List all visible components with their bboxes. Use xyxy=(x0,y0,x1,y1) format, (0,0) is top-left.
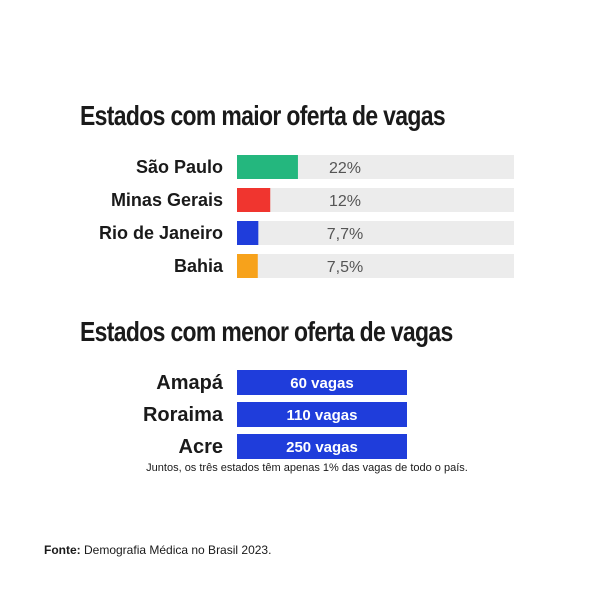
value-label: 250 vagas xyxy=(286,439,358,456)
source-text: Demografia Médica no Brasil 2023. xyxy=(84,543,272,557)
footnote: Juntos, os três estados têm apenas 1% da… xyxy=(146,462,468,474)
chart-title-bottom: Estados com menor oferta de vagas xyxy=(80,316,453,347)
source-label: Fonte: xyxy=(44,543,81,557)
bar xyxy=(237,370,407,395)
value-label: 110 vagas xyxy=(287,407,358,424)
bar xyxy=(237,155,298,179)
bar xyxy=(237,254,258,278)
bar xyxy=(237,188,271,212)
category-label: Amapá xyxy=(156,372,224,394)
bar xyxy=(237,221,259,245)
bar-track xyxy=(237,188,514,212)
value-label: 22% xyxy=(329,160,361,177)
bar xyxy=(237,434,407,459)
category-label: Roraima xyxy=(143,404,224,426)
value-label: 7,5% xyxy=(327,259,363,276)
value-label: 60 vagas xyxy=(290,375,353,392)
value-label: 12% xyxy=(329,193,361,210)
value-label: 7,7% xyxy=(327,226,363,243)
bar-track xyxy=(237,254,514,278)
category-label: Minas Gerais xyxy=(111,190,223,210)
bar xyxy=(237,402,407,427)
category-label: Rio de Janeiro xyxy=(99,223,223,243)
category-label: São Paulo xyxy=(136,157,223,177)
bar-track xyxy=(237,221,514,245)
source-line: Fonte: Demografia Médica no Brasil 2023. xyxy=(44,543,271,557)
category-label: Acre xyxy=(179,436,223,458)
chart-title-top: Estados com maior oferta de vagas xyxy=(80,100,446,131)
category-label: Bahia xyxy=(174,256,224,276)
